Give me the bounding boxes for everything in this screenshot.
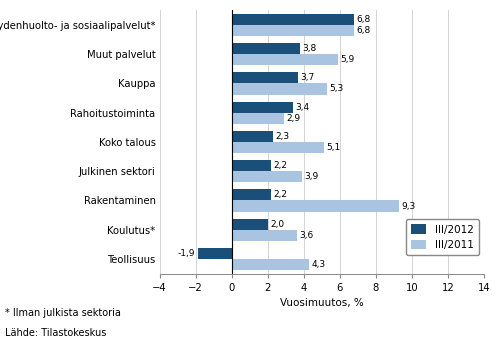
Text: 9,3: 9,3: [402, 201, 416, 211]
Text: 3,6: 3,6: [299, 231, 313, 240]
Text: 6,8: 6,8: [356, 15, 371, 24]
Text: 2,2: 2,2: [273, 161, 287, 170]
Text: 3,9: 3,9: [304, 172, 318, 181]
Text: 4,3: 4,3: [311, 260, 325, 269]
Bar: [232, 160, 271, 171]
Text: 6,8: 6,8: [356, 26, 371, 35]
Text: 3,4: 3,4: [295, 103, 309, 111]
Text: Lähde: Tilastokeskus: Lähde: Tilastokeskus: [5, 328, 106, 338]
Bar: [232, 102, 293, 113]
Text: -1,9: -1,9: [178, 249, 196, 258]
Text: 3,7: 3,7: [300, 73, 315, 82]
Text: 5,9: 5,9: [340, 55, 354, 64]
Text: 2,2: 2,2: [273, 190, 287, 199]
Bar: [232, 259, 309, 270]
Text: 2,9: 2,9: [286, 114, 300, 123]
Bar: [232, 171, 302, 182]
Legend: III/2012, III/2011: III/2012, III/2011: [406, 219, 479, 255]
Text: * Ilman julkista sektoria: * Ilman julkista sektoria: [5, 308, 121, 318]
Bar: [198, 248, 232, 259]
Text: 3,8: 3,8: [302, 44, 317, 53]
Bar: [232, 113, 284, 124]
Bar: [232, 230, 296, 241]
Bar: [232, 14, 354, 25]
Bar: [232, 25, 354, 36]
Text: 5,1: 5,1: [326, 143, 340, 152]
Text: 5,3: 5,3: [329, 84, 344, 93]
Bar: [232, 189, 271, 200]
Bar: [232, 83, 327, 94]
Text: 2,3: 2,3: [275, 132, 289, 141]
Bar: [232, 219, 268, 230]
X-axis label: Vuosimuutos, %: Vuosimuutos, %: [280, 298, 364, 308]
Bar: [232, 54, 338, 65]
Bar: [232, 142, 324, 153]
Bar: [232, 72, 298, 83]
Text: 2,0: 2,0: [270, 220, 284, 229]
Bar: [232, 43, 300, 54]
Bar: [232, 200, 399, 212]
Bar: [232, 131, 273, 142]
